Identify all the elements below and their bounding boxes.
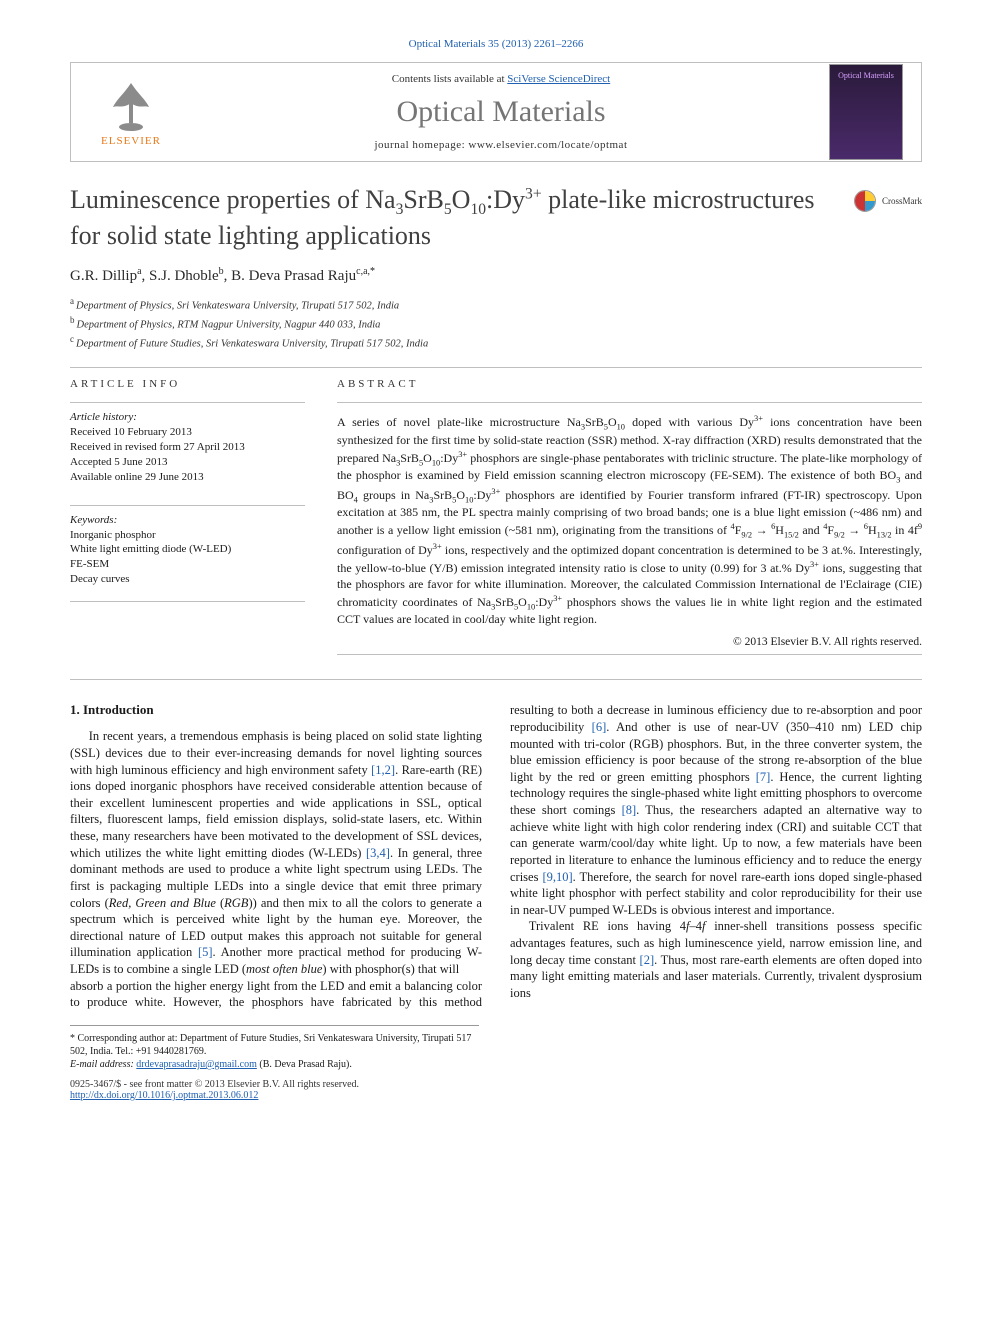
history-3: Available online 29 June 2013 xyxy=(70,470,305,485)
citation-line: Optical Materials 35 (2013) 2261–2266 xyxy=(70,38,922,50)
journal-home-line: journal homepage: www.elsevier.com/locat… xyxy=(201,139,801,151)
affiliation-c: cDepartment of Future Studies, Sri Venka… xyxy=(70,333,922,352)
journal-cover-thumb[interactable]: Optical Materials xyxy=(829,64,903,160)
keyword-2: FE-SEM xyxy=(70,557,305,572)
intro-p3: Trivalent RE ions having 4f–4f inner-she… xyxy=(510,918,922,1001)
keyword-1: White light emitting diode (W-LED) xyxy=(70,542,305,557)
article-info-heading: article info xyxy=(70,378,305,390)
keywords-label: Keywords: xyxy=(70,514,305,526)
publisher-cell: ELSEVIER xyxy=(71,63,191,161)
abstract-copyright: © 2013 Elsevier B.V. All rights reserved… xyxy=(337,636,922,648)
corresponding-footnote: * Corresponding author at: Department of… xyxy=(70,1025,479,1071)
footer: 0925-3467/$ - see front matter © 2013 El… xyxy=(70,1079,922,1101)
title-row: Luminescence properties of Na3SrB5O10:Dy… xyxy=(70,184,922,252)
publisher-logo[interactable]: ELSEVIER xyxy=(101,77,161,147)
article-info: article info Article history: Received 1… xyxy=(70,378,305,665)
affiliation-a: aDepartment of Physics, Sri Venkateswara… xyxy=(70,295,922,314)
journal-name: Optical Materials xyxy=(201,95,801,129)
crossmark-label: CrossMark xyxy=(882,196,922,206)
history-label: Article history: xyxy=(70,411,305,423)
journal-home-pre: journal homepage: xyxy=(375,139,469,151)
rule-bottom xyxy=(70,679,922,680)
rule-top xyxy=(70,367,922,368)
intro-heading: 1. Introduction xyxy=(70,702,482,718)
article-title: Luminescence properties of Na3SrB5O10:Dy… xyxy=(70,184,834,252)
intro-p1: In recent years, a tremendous emphasis i… xyxy=(70,728,482,977)
body-columns: 1. Introduction In recent years, a treme… xyxy=(70,702,922,1011)
cover-caption: Optical Materials xyxy=(830,71,902,80)
footer-front-matter: 0925-3467/$ - see front matter © 2013 El… xyxy=(70,1079,359,1090)
history-0: Received 10 February 2013 xyxy=(70,425,305,440)
elsevier-tree-icon xyxy=(103,77,159,133)
keyword-0: Inorganic phosphor xyxy=(70,528,305,543)
corr-email-person: (B. Deva Prasad Raju). xyxy=(259,1059,351,1070)
email-label: E-mail address: xyxy=(70,1059,134,1070)
cover-cell: Optical Materials xyxy=(811,63,921,161)
abstract-heading: abstract xyxy=(337,378,922,390)
crossmark-icon xyxy=(854,190,876,212)
history-1: Received in revised form 27 April 2013 xyxy=(70,440,305,455)
corr-email-line: E-mail address: drdevaprasadraju@gmail.c… xyxy=(70,1058,479,1071)
affiliation-b: bDepartment of Physics, RTM Nagpur Unive… xyxy=(70,314,922,333)
contents-available-line: Contents lists available at SciVerse Sci… xyxy=(201,73,801,85)
authors-line: G.R. Dillipa, S.J. Dhobleb, B. Deva Pras… xyxy=(70,266,922,285)
crossmark-badge[interactable]: CrossMark xyxy=(854,190,922,212)
history-2: Accepted 5 June 2013 xyxy=(70,455,305,470)
journal-home-url[interactable]: www.elsevier.com/locate/optmat xyxy=(468,139,627,151)
corr-email-link[interactable]: drdevaprasadraju@gmail.com xyxy=(136,1059,257,1070)
contents-available-pre: Contents lists available at xyxy=(392,73,507,85)
corr-text: * Corresponding author at: Department of… xyxy=(70,1032,479,1058)
contents-center: Contents lists available at SciVerse Sci… xyxy=(191,63,811,161)
abstract-col: abstract A series of novel plate-like mi… xyxy=(337,378,922,665)
citation-text[interactable]: Optical Materials 35 (2013) 2261–2266 xyxy=(409,38,584,50)
keyword-3: Decay curves xyxy=(70,572,305,587)
affiliations: aDepartment of Physics, Sri Venkateswara… xyxy=(70,295,922,351)
sciencedirect-link[interactable]: SciVerse ScienceDirect xyxy=(507,73,610,85)
contents-box: ELSEVIER Contents lists available at Sci… xyxy=(70,62,922,162)
abstract-body: A series of novel plate-like microstruct… xyxy=(337,413,922,628)
info-abstract-row: article info Article history: Received 1… xyxy=(70,378,922,665)
footer-doi-link[interactable]: http://dx.doi.org/10.1016/j.optmat.2013.… xyxy=(70,1090,258,1101)
publisher-name: ELSEVIER xyxy=(101,135,161,147)
